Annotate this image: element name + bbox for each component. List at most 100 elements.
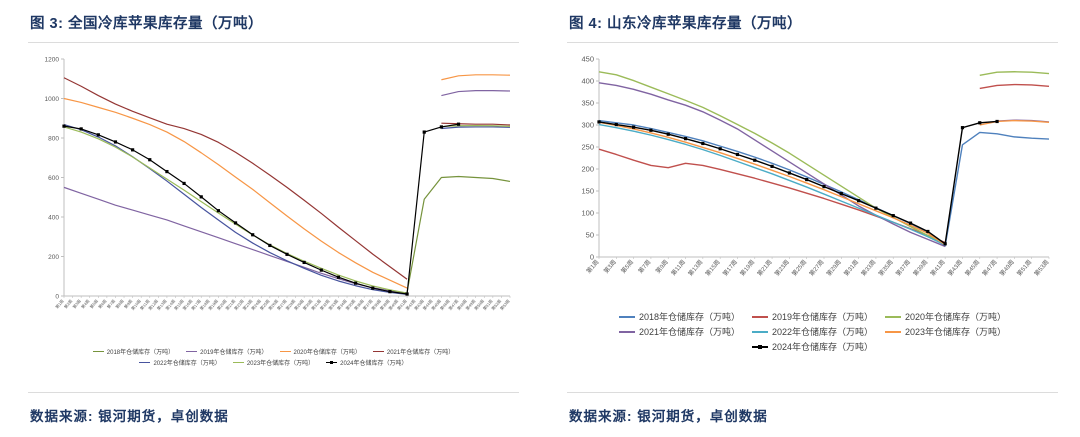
legend-swatch (751, 315, 768, 318)
svg-text:第17周: 第17周 (721, 258, 739, 277)
svg-text:第53周: 第53周 (498, 298, 511, 311)
series-line (598, 123, 946, 246)
series-line (979, 119, 1050, 126)
legend-swatch (751, 344, 768, 349)
legend-label: 2021年仓储库存（万吨） (386, 350, 455, 356)
svg-text:450: 450 (581, 55, 594, 64)
svg-text:800: 800 (48, 135, 59, 142)
title-divider (567, 42, 1058, 43)
svg-text:1000: 1000 (45, 96, 60, 103)
legend-label: 2023年仓储库存（万吨） (246, 361, 315, 367)
legend-label: 2020年仓储库存（万吨） (293, 350, 361, 356)
legend-swatch (279, 351, 291, 352)
svg-text:第43周: 第43周 (946, 258, 964, 277)
series-line (406, 175, 511, 293)
legend-label: 2022年仓储库存（万吨） (771, 327, 874, 337)
legend-label: 2023年仓储库存（万吨） (905, 327, 1007, 337)
legend-label: 2024年仓储库存（万吨） (771, 342, 874, 352)
legend-label: 2019年仓储库存（万吨） (200, 350, 268, 356)
legend-item: 2021年仓储库存（万吨） (372, 347, 455, 356)
legend-label: 2018年仓储库存（万吨） (638, 312, 740, 322)
svg-text:第39周: 第39周 (911, 258, 929, 277)
legend-swatch (326, 360, 338, 364)
panel-national: 图 3: 全国冷库苹果库存量（万吨） 0 200 400 600 800 1000 1200… (28, 10, 519, 431)
svg-text:第19周: 第19周 (738, 258, 756, 277)
legend-swatch (885, 315, 902, 318)
line-chart-shandong: 050100150200250300350400450第1周 第3周 第5周 第7周第… (581, 55, 1050, 278)
series-line (63, 77, 408, 280)
svg-text:第11周: 第11周 (669, 258, 687, 277)
svg-text:第41周: 第41周 (929, 258, 947, 277)
svg-text:350: 350 (581, 99, 594, 108)
legend-item: 2023年仓储库存（万吨） (885, 325, 1006, 338)
legend-national: 2018年仓储库存（万吨） 2019年仓储库存（万吨） 2020年仓储库存（万吨） 2… (74, 346, 474, 368)
svg-text:第3周: 第3周 (71, 298, 82, 310)
svg-text:第31周: 第31周 (842, 258, 860, 277)
line-chart-national: 020040060080010001200第1周第2周第3周第4周第5周第6周第… (45, 56, 511, 311)
legend-item: 2023年仓储库存（万吨） (232, 358, 315, 367)
svg-text:第3周: 第3周 (602, 258, 618, 275)
source-block-shandong: 数据来源: 银河期货，卓创数据 (567, 392, 1058, 431)
source-text-shandong: 数据来源: 银河期货，卓创数据 (569, 409, 768, 424)
svg-text:第33周: 第33周 (859, 258, 877, 277)
series-line (441, 126, 511, 130)
legend-swatch (618, 315, 635, 318)
legend-label: 2021年仓储库存（万吨） (638, 327, 740, 337)
svg-text:第29周: 第29周 (825, 258, 843, 277)
svg-text:400: 400 (48, 214, 59, 221)
svg-text:第35周: 第35周 (877, 258, 895, 277)
legend-label: 2019年仓储库存（万吨） (771, 312, 874, 322)
series-line (441, 124, 511, 128)
svg-text:第2周: 第2周 (62, 298, 73, 310)
series-line (63, 97, 408, 289)
series-line (979, 71, 1050, 76)
series-line (598, 71, 946, 246)
svg-text:第37周: 第37周 (894, 258, 912, 277)
series-line (63, 123, 459, 295)
panel-shandong: 图 4: 山东冷库苹果库存量（万吨） 0 50 100 150 200 250 300 350… (567, 10, 1058, 431)
legend-item: 2024年仓储库存（万吨） (326, 358, 408, 367)
series-line (441, 122, 511, 126)
legend-label: 2022年仓储库存（万吨） (153, 361, 221, 367)
legend-item: 2021年仓储库存（万吨） (618, 325, 740, 338)
svg-text:第1周: 第1周 (54, 298, 65, 310)
legend-swatch (186, 351, 198, 352)
legend-item: 2022年仓储库存（万吨） (751, 325, 874, 338)
series-line (979, 83, 1050, 90)
svg-text:第51周: 第51周 (1015, 258, 1033, 277)
svg-text:第49周: 第49周 (998, 258, 1016, 277)
svg-text:100: 100 (581, 209, 594, 218)
svg-text:250: 250 (581, 143, 594, 152)
title-divider (28, 42, 519, 43)
svg-text:第4周: 第4周 (79, 298, 90, 310)
svg-text:第15周: 第15周 (704, 258, 722, 277)
svg-text:第5周: 第5周 (88, 298, 99, 310)
legend-swatch (92, 351, 104, 352)
svg-text:200: 200 (48, 254, 59, 261)
legend-shandong: 2018年仓储库存（万吨） 2019年仓储库存（万吨） 2020年仓储库存（万吨） 2… (574, 309, 1052, 354)
legend-item: 2019年仓储库存（万吨） (751, 310, 874, 323)
svg-text:50: 50 (586, 231, 594, 240)
source-block-national: 数据来源: 银河期货，卓创数据 (28, 392, 519, 431)
series-line (441, 89, 511, 97)
svg-text:600: 600 (48, 175, 59, 182)
legend-swatch (139, 362, 151, 363)
svg-text:第47周: 第47周 (980, 258, 998, 277)
svg-text:第45周: 第45周 (963, 258, 981, 277)
series-line (598, 120, 998, 245)
svg-text:0: 0 (590, 253, 594, 262)
svg-text:第9周: 第9周 (122, 298, 133, 310)
legend-item: 2019年仓储库存（万吨） (186, 347, 268, 356)
legend-swatch (885, 330, 902, 333)
svg-text:第27周: 第27周 (807, 258, 825, 277)
legend-swatch (618, 330, 635, 333)
svg-text:300: 300 (581, 121, 594, 130)
legend-item: 2022年仓储库存（万吨） (139, 358, 221, 367)
legend-label: 2020年仓储库存（万吨） (905, 312, 1007, 322)
series-line (598, 121, 946, 246)
chart-title-national: 图 3: 全国冷库苹果库存量（万吨） (30, 16, 263, 32)
legend-swatch (751, 330, 768, 333)
svg-text:第7周: 第7周 (105, 298, 116, 310)
source-text-national: 数据来源: 银河期货，卓创数据 (30, 409, 229, 424)
